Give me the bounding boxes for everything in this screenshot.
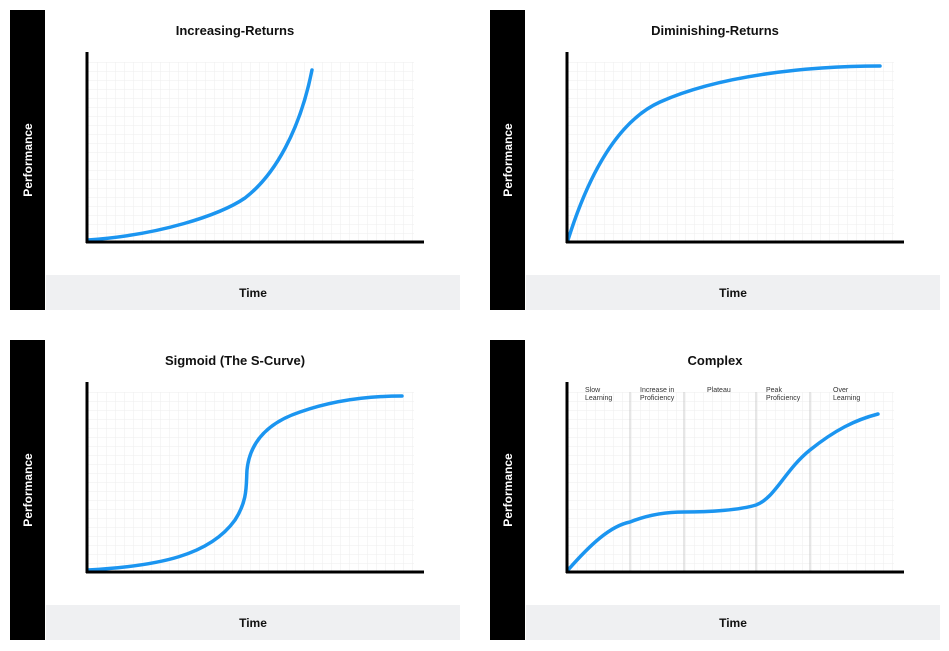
chart-title: Diminishing-Returns bbox=[651, 23, 779, 38]
y-axis-label-bar: Performance bbox=[10, 10, 45, 310]
plot-area bbox=[565, 52, 904, 244]
plot-area bbox=[85, 382, 424, 574]
y-axis-label-bar: Performance bbox=[10, 340, 45, 640]
plot-area: Slow Learning Increase in Proficiency Plat… bbox=[565, 382, 904, 574]
grid bbox=[568, 62, 894, 242]
grid bbox=[88, 392, 414, 572]
x-axis-label: Time bbox=[719, 285, 747, 300]
performance-curve bbox=[566, 412, 880, 572]
performance-curve bbox=[86, 394, 404, 572]
phase-label-over-learning: Over Learning bbox=[833, 387, 860, 402]
phase-label-peak-proficiency: Peak Proficiency bbox=[766, 387, 801, 402]
y-axis-label-bar: Performance bbox=[490, 340, 525, 640]
chart-panel-increasing-returns: Performance Increasing-Returns Time bbox=[10, 10, 460, 310]
x-axis-label: Time bbox=[719, 615, 747, 630]
chart-title: Sigmoid (The S-Curve) bbox=[164, 353, 306, 368]
x-axis-label: Time bbox=[239, 615, 267, 630]
plot-area bbox=[85, 52, 424, 244]
phase-label-plateau: Plateau bbox=[707, 387, 731, 394]
x-axis-label-bar: Time bbox=[526, 275, 940, 310]
phase-label-slow-learning: Slow Learning bbox=[585, 387, 612, 402]
phase-label-increase-in-proficiency: Increase in Proficiency bbox=[640, 387, 675, 402]
x-axis-label-bar: Time bbox=[526, 605, 940, 640]
chart-panel-complex: Performance Complex Slow Learning Increas… bbox=[490, 340, 940, 640]
grid bbox=[88, 62, 414, 242]
x-axis-label-bar: Time bbox=[46, 275, 460, 310]
chart-title: Increasing-Returns bbox=[175, 23, 295, 38]
grid bbox=[568, 392, 894, 572]
performance-curve bbox=[566, 64, 882, 242]
performance-curve bbox=[86, 68, 314, 242]
chart-panel-sigmoid: Performance Sigmoid (The S-Curve) Time bbox=[10, 340, 460, 640]
chart-title: Complex bbox=[687, 353, 743, 368]
chart-panel-diminishing-returns: Performance Diminishing-Returns Time bbox=[490, 10, 940, 310]
x-axis-label: Time bbox=[239, 285, 267, 300]
x-axis-label-bar: Time bbox=[46, 605, 460, 640]
y-axis-label-bar: Performance bbox=[490, 10, 525, 310]
